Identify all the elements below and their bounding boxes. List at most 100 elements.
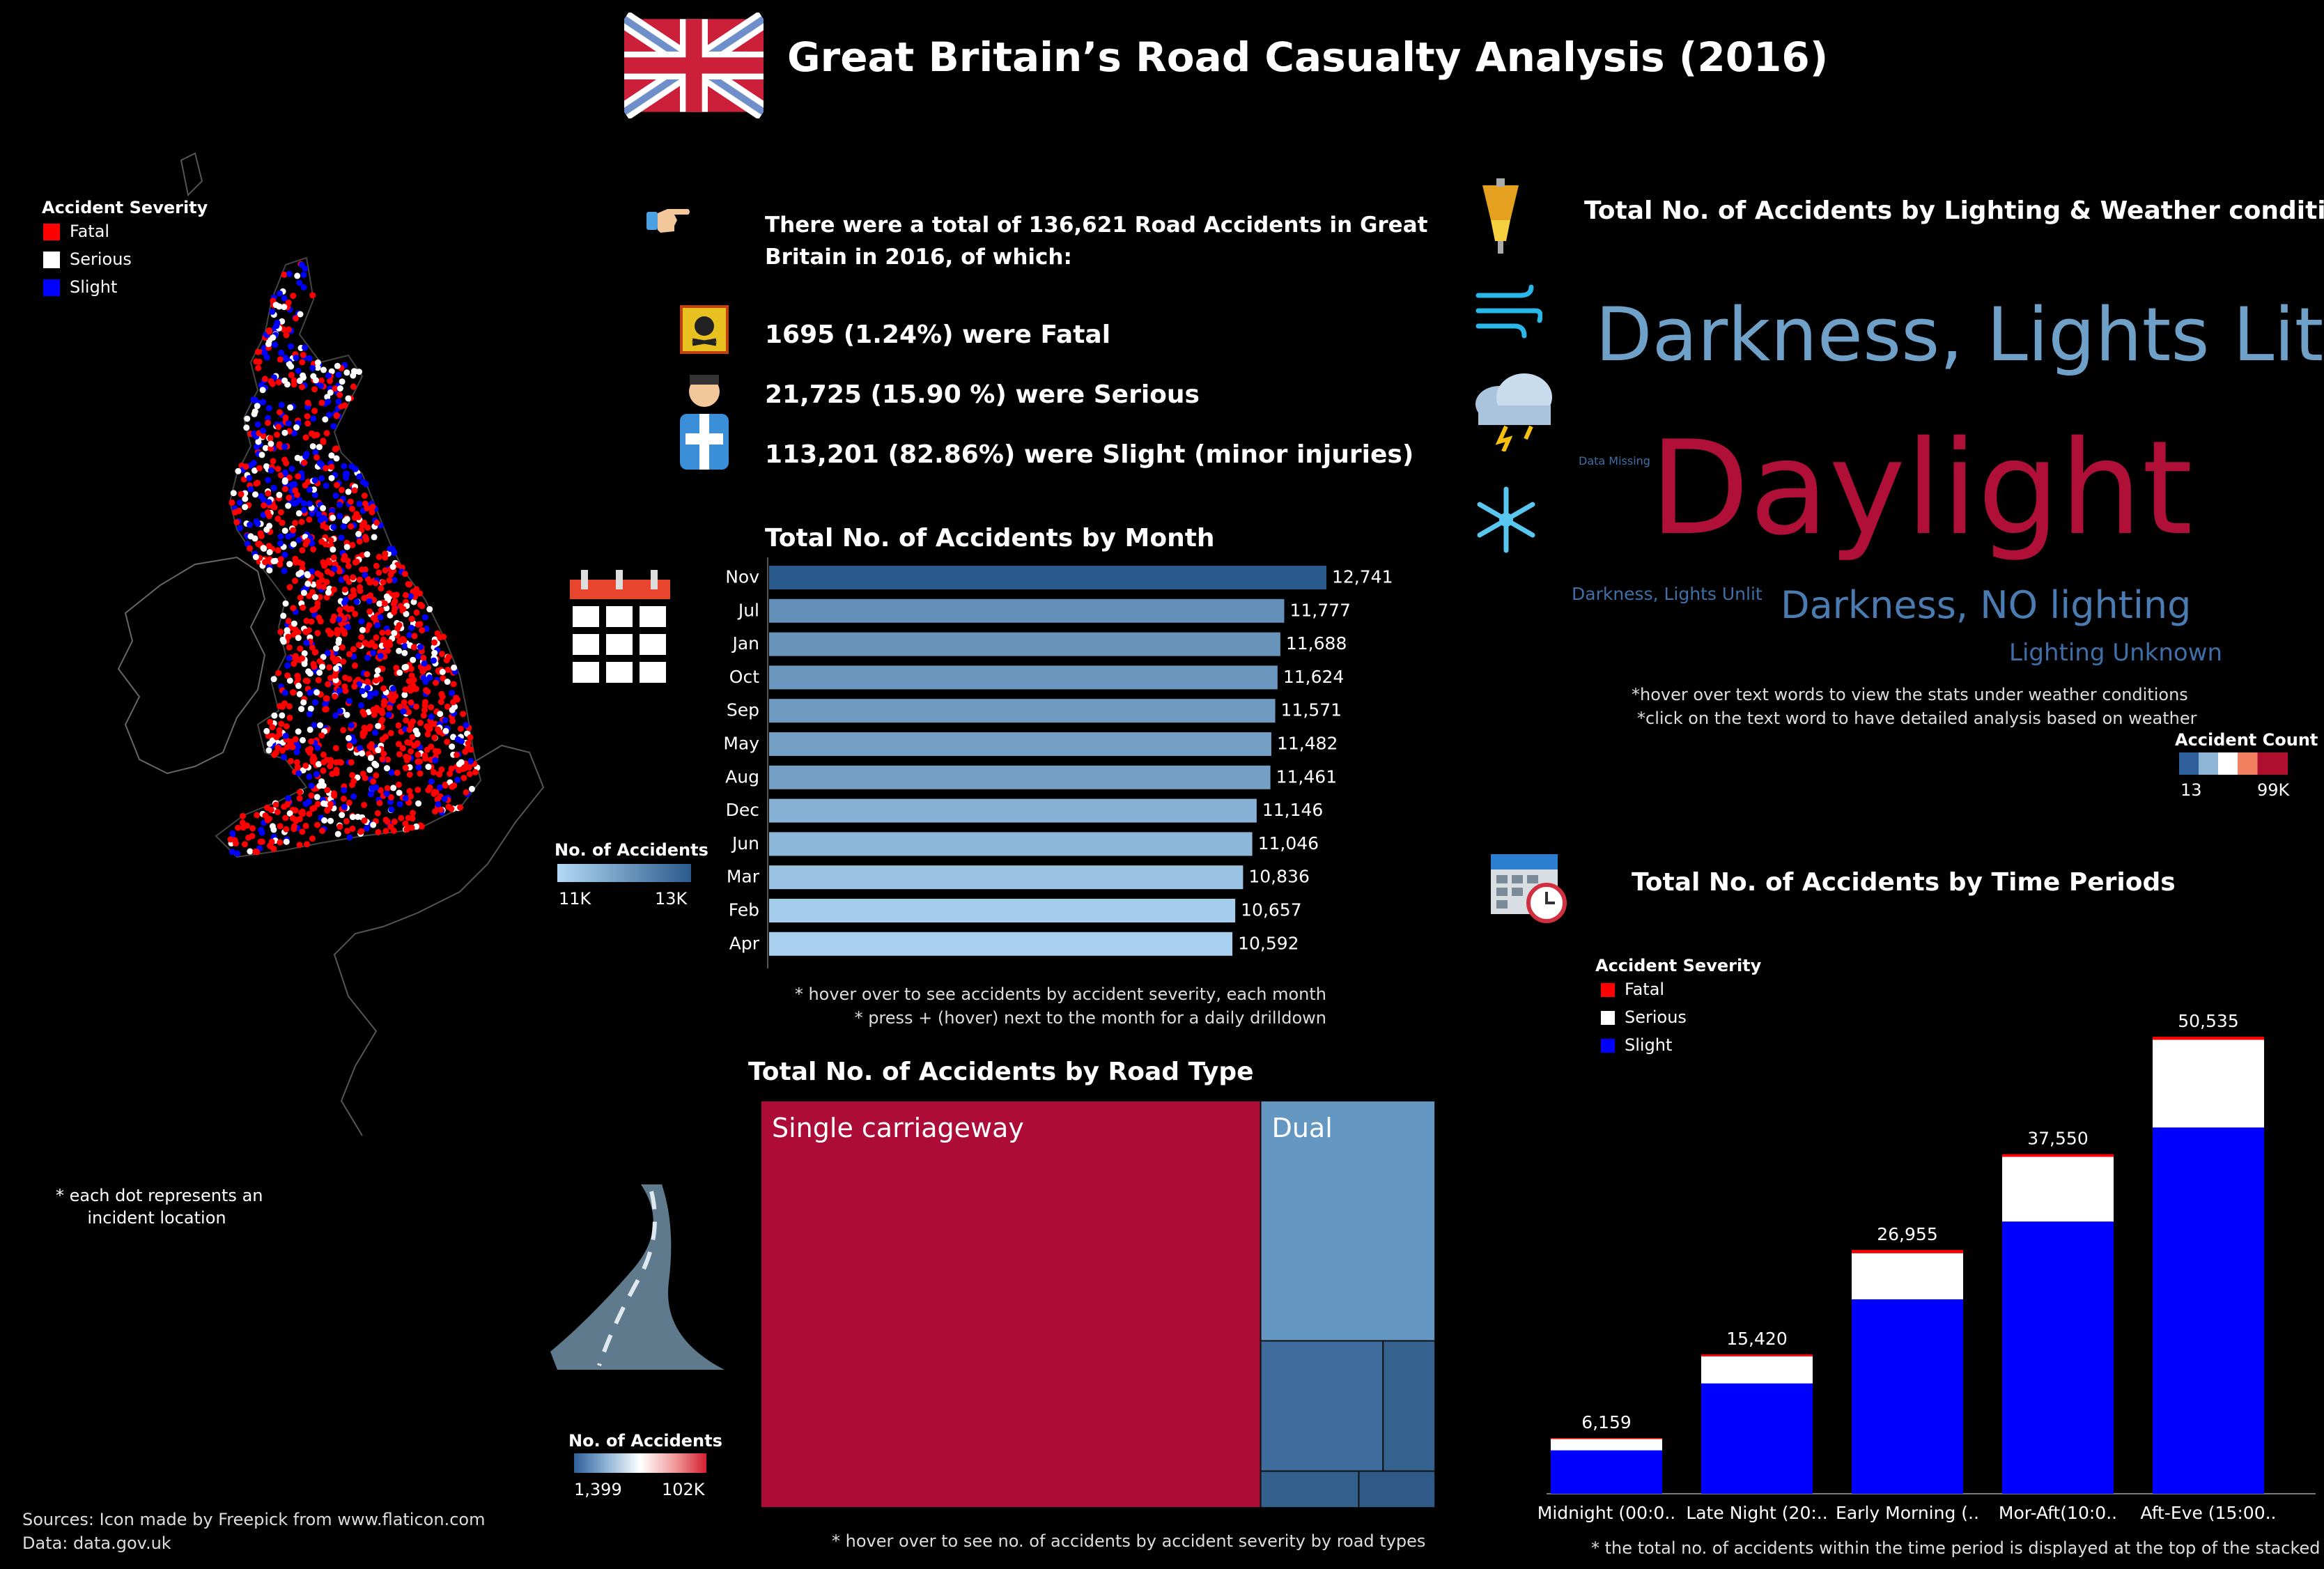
month-legend-title: No. of Accidents [555, 840, 708, 860]
time-chart-title: Total No. of Accidents by Time Periods [1632, 868, 2176, 897]
map-legend-slight[interactable]: Slight [43, 277, 132, 305]
uk-accident-map[interactable] [56, 139, 557, 1150]
month-bar [769, 699, 1276, 723]
time-legend-serious[interactable]: Serious [1601, 1007, 1687, 1035]
time-bar-segment-serious [2002, 1157, 2114, 1222]
month-bar [769, 598, 1285, 623]
map-legend-title: Accident Severity [42, 198, 208, 217]
month-bar [769, 765, 1271, 789]
map-legend[interactable]: Fatal Serious Slight [43, 222, 132, 305]
storm-cloud-icon [1471, 369, 1558, 453]
map-legend-fatal[interactable]: Fatal [43, 222, 132, 249]
road-treemap[interactable]: Single carriageway Dual [761, 1101, 1435, 1508]
word-data-missing[interactable]: Data Missing [1579, 454, 1650, 467]
time-bar-segment-fatal [2002, 1154, 2114, 1157]
month-label: Apr [729, 933, 760, 953]
time-legend-title: Accident Severity [1595, 956, 1762, 975]
month-bar [769, 798, 1257, 823]
month-value-label: 11,046 [1258, 833, 1319, 853]
map-legend-serious[interactable]: Serious [43, 249, 132, 277]
time-category-label: Mor-Aft(10:0.. [1999, 1503, 2117, 1523]
map-note: * each dot represents an incident locati… [56, 1186, 263, 1228]
road-legend-min: 1,399 [574, 1480, 622, 1499]
month-legend-max: 13K [655, 889, 688, 909]
lighting-legend-max: 99K [2257, 780, 2290, 800]
month-value-label: 10,836 [1248, 867, 1309, 887]
month-chart-title: Total No. of Accidents by Month [765, 524, 1215, 552]
month-bar [769, 566, 1326, 589]
month-value-label: 10,592 [1238, 933, 1299, 953]
time-total-label: 15,420 [1726, 1329, 1787, 1349]
time-bar-segment-slight [2002, 1221, 2114, 1494]
road-type-cell [1382, 1340, 1435, 1472]
month-value-label: 11,571 [1281, 700, 1342, 720]
road-chart-note: * hover over to see no. of accidents by … [832, 1531, 1426, 1551]
europe-coast [333, 744, 545, 1136]
uk-flag-icon [619, 11, 769, 120]
month-label: Feb [729, 899, 759, 920]
month-label: Mar [727, 867, 760, 887]
summary-intro: There were a total of 136,621 Road Accid… [765, 212, 1428, 270]
road-type-cell [1260, 1340, 1384, 1472]
time-total-label: 6,159 [1581, 1412, 1632, 1432]
word-daylight[interactable]: Daylight [1650, 412, 2193, 564]
time-bar-segment-slight [2153, 1127, 2264, 1494]
road-legend-max: 102K [662, 1480, 705, 1499]
time-bar-segment-fatal [2153, 1037, 2264, 1040]
injured-person-icon [666, 371, 743, 474]
time-bar-segment-fatal [1701, 1354, 1813, 1357]
time-bar-segment-slight [1551, 1450, 1662, 1494]
time-category-label: Aft-Eve (15:00.. [2140, 1503, 2276, 1523]
word-darkness-no-lighting[interactable]: Darkness, NO lighting [1781, 583, 2192, 627]
road-type-cell [1260, 1470, 1360, 1508]
ireland-outline [117, 556, 266, 775]
road-legend-title: No. of Accidents [568, 1431, 722, 1451]
snowflake-icon [1471, 485, 1541, 555]
time-legend-slight[interactable]: Slight [1601, 1035, 1687, 1063]
month-value-label: 11,624 [1283, 667, 1344, 687]
month-value-label: 10,657 [1241, 899, 1301, 920]
month-label: Aug [725, 766, 759, 787]
month-bar [769, 632, 1280, 656]
word-lighting-unknown[interactable]: Lighting Unknown [2009, 639, 2223, 667]
road-type-label: Single carriageway [772, 1113, 1024, 1143]
road-type-label: Dual [1272, 1113, 1333, 1143]
road-type-cell [761, 1101, 1262, 1508]
lighting-title: Total No. of Accidents by Lighting & Wea… [1584, 196, 2324, 225]
month-label: Nov [725, 566, 759, 587]
month-label: Jun [731, 833, 759, 853]
skull-icon [680, 305, 729, 354]
time-category-label: Midnight (00:0.. [1537, 1503, 1675, 1523]
time-legend-fatal[interactable]: Fatal [1601, 980, 1687, 1007]
time-bar-segment-serious [2153, 1039, 2264, 1128]
summary-slight: 113,201 (82.86%) were Slight (minor inju… [765, 440, 1414, 469]
calendar-clock-icon [1488, 847, 1572, 924]
month-value-label: 11,146 [1262, 800, 1323, 820]
pointing-hand-icon [646, 194, 691, 244]
road-chart-title: Total No. of Accidents by Road Type [748, 1058, 1254, 1086]
month-bar [769, 932, 1233, 956]
word-darkness-lights-lit[interactable]: Darkness, Lights Lit [1595, 292, 2324, 378]
street-lamp-icon [1475, 178, 1526, 255]
lighting-legend-gradient [2179, 752, 2288, 775]
road-legend-gradient [574, 1453, 706, 1473]
month-label: Oct [729, 667, 759, 687]
month-label: May [723, 733, 759, 753]
time-bar-segment-fatal [1551, 1438, 1662, 1439]
time-legend[interactable]: Fatal Serious Slight [1601, 980, 1687, 1063]
great-britain-outline [215, 256, 482, 858]
month-bar-chart[interactable]: Nov 12,741 Jul 11,777 Jan 11,688 Oct 11,624 Sep 1… [711, 557, 1421, 968]
month-legend-gradient [557, 864, 691, 882]
time-chart-note: * the total no. of accidents within the … [1591, 1538, 2324, 1558]
wind-icon [1475, 281, 1543, 340]
month-label: Sep [727, 700, 759, 720]
time-total-label: 50,535 [2178, 1011, 2238, 1031]
month-bar [769, 732, 1271, 756]
month-legend-min: 11K [559, 889, 591, 909]
month-value-label: 11,777 [1289, 600, 1350, 620]
month-value-label: 11,482 [1277, 733, 1338, 753]
month-label: Dec [726, 800, 759, 820]
month-bar [769, 899, 1236, 922]
time-stacked-bar-chart[interactable]: 6,159 Midnight (00:0.. 15,420 Late Night (2… [1533, 927, 2320, 1533]
word-darkness-lights-unlit[interactable]: Darkness, Lights Unlit [1572, 584, 1763, 604]
